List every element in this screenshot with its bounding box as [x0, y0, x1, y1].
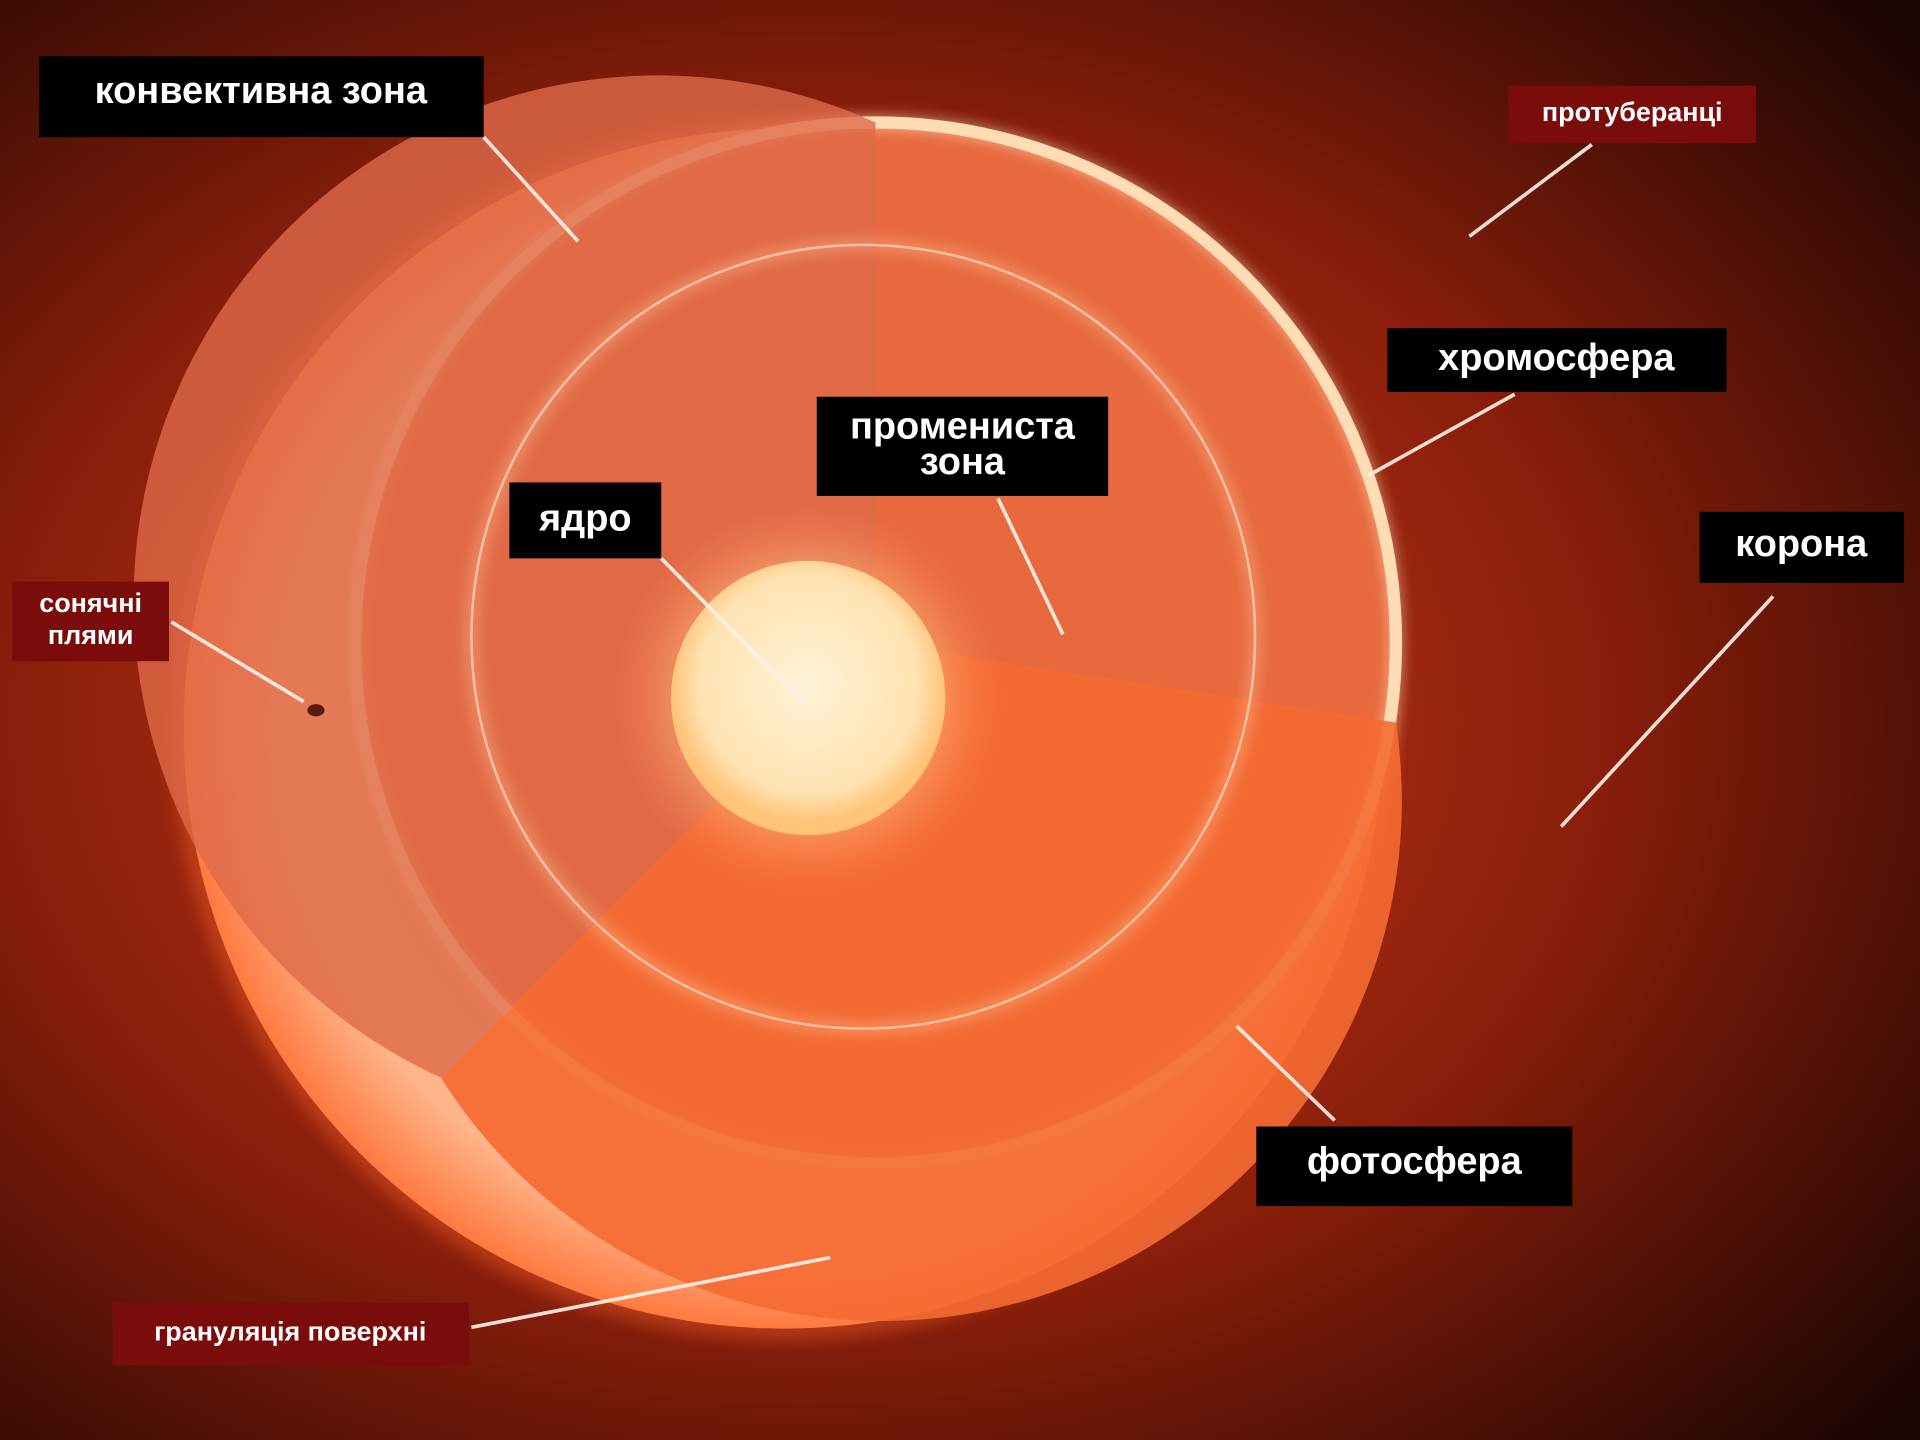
- label-granulation: грануляція поверхні: [112, 1302, 469, 1366]
- leader-line: [482, 135, 580, 243]
- label-box: [39, 56, 484, 138]
- label-text: плями: [48, 620, 134, 650]
- label-corona: корона: [1699, 511, 1905, 583]
- label-box: [1508, 85, 1756, 144]
- label-core: ядро: [509, 482, 662, 559]
- leader-line: [659, 557, 806, 706]
- label-text: грануляція поверхні: [154, 1317, 426, 1347]
- label-text: сонячні: [39, 588, 142, 618]
- label-radiative-zone: промениста зона: [816, 396, 1109, 496]
- leader-line: [1559, 595, 1775, 828]
- label-box: [112, 1302, 469, 1366]
- label-box: [816, 396, 1109, 496]
- leader-lines: [170, 135, 1775, 1330]
- label-convective-zone: конвективна зона: [39, 56, 484, 138]
- leader-line: [170, 620, 305, 704]
- label-box: [12, 581, 169, 662]
- label-box: [1387, 328, 1727, 392]
- cut-section: [440, 642, 1402, 1322]
- label-box: [509, 482, 662, 559]
- label-text: конвективна зона: [95, 70, 428, 112]
- label-box: [1256, 1126, 1573, 1207]
- label-sunspots: сонячні плями: [12, 581, 169, 662]
- leader-line: [996, 497, 1065, 636]
- label-text: хромосфера: [1438, 337, 1675, 379]
- leader-line: [1368, 392, 1516, 477]
- label-text: фотосфера: [1307, 1140, 1523, 1182]
- label-text: ядро: [538, 497, 632, 539]
- core: [671, 560, 946, 836]
- label-text: промениста: [850, 406, 1076, 448]
- leader-line: [1235, 1024, 1336, 1122]
- sunspot: [307, 704, 325, 717]
- label-text: зона: [920, 441, 1006, 483]
- leader-line: [1468, 143, 1593, 238]
- leader-line: [471, 1255, 831, 1330]
- label-box: [1699, 511, 1905, 583]
- radiative-zone-line: [470, 243, 1257, 1030]
- label-prominences: протуберанці: [1508, 85, 1756, 144]
- label-text: протуберанці: [1542, 97, 1723, 127]
- label-photosphere: фотосфера: [1256, 1126, 1573, 1207]
- label-text: корона: [1735, 523, 1868, 565]
- label-chromosphere: хромосфера: [1387, 328, 1727, 392]
